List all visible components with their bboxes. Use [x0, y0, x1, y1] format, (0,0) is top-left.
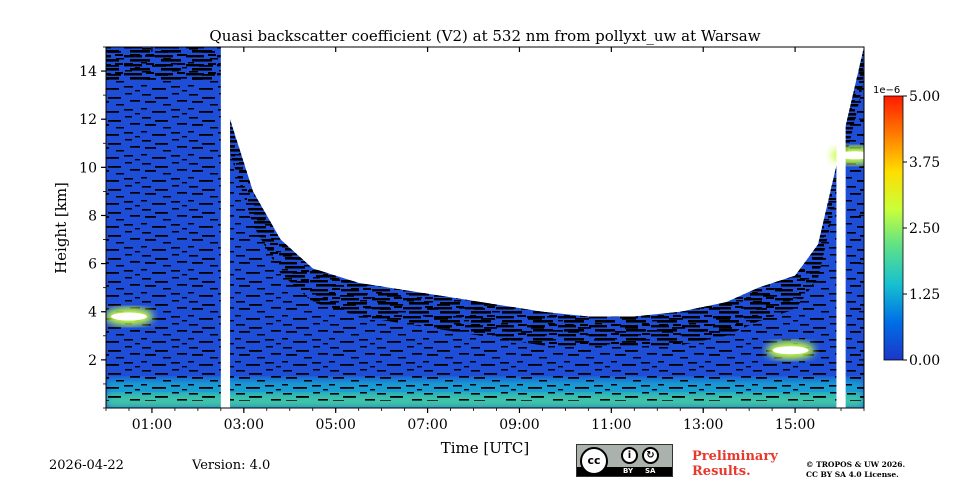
y-tick-label: 4 [88, 305, 97, 321]
x-tick-label: 09:00 [499, 417, 539, 433]
copyright-line-1: © TROPOS & UW 2026. [806, 460, 906, 469]
x-axis-label: Time [UTC] [441, 439, 530, 457]
by-attribution-icon: i [621, 447, 638, 464]
y-tick-label: 8 [88, 208, 97, 224]
x-tick-label: 07:00 [407, 417, 447, 433]
copyright-note: © TROPOS & UW 2026. CC BY SA 4.0 License… [806, 460, 905, 480]
x-tick-label: 01:00 [132, 417, 172, 433]
preliminary-results-note: Preliminary Results. [692, 449, 778, 479]
data-gap [836, 47, 846, 408]
x-tick-label: 05:00 [316, 417, 356, 433]
cc-license-badge[interactable]: cc i ↻ BY SA [576, 444, 673, 477]
cc-badge-strip [577, 467, 672, 476]
plot-frame [105, 46, 865, 409]
x-tick-label: 03:00 [224, 417, 264, 433]
y-tick-label: 6 [88, 257, 97, 273]
noise-region [106, 47, 864, 401]
share-alike-icon: ↻ [642, 447, 659, 464]
copyright-line-2: CC BY SA 4.0 License. [806, 470, 899, 479]
y-tick-label: 2 [88, 353, 97, 369]
cc-icon: cc [580, 447, 608, 475]
version-label: Version: 4.0 [192, 458, 271, 473]
y-tick-label: 14 [79, 64, 97, 80]
cc-sa-label: SA [645, 467, 656, 475]
colorbar: 1e−6 0.00 1.25 2.50 3.75 5.00 [873, 85, 940, 369]
y-tick-label: 10 [79, 160, 97, 176]
x-tick-label: 11:00 [591, 417, 631, 433]
colorbar-tick-label: 1.25 [909, 287, 940, 303]
x-tick-label: 13:00 [683, 417, 723, 433]
heatmap-plot-area [106, 47, 864, 408]
preliminary-line-2: Results. [692, 464, 751, 479]
feature-core [110, 312, 147, 321]
colorbar-tick-label: 2.50 [909, 221, 940, 237]
colorbar-tick-label: 0.00 [909, 353, 940, 369]
y-tick-label: 12 [79, 112, 97, 128]
feature-core [772, 346, 809, 355]
cc-by-label: BY [623, 467, 634, 475]
colorbar-scale-label: 1e−6 [873, 85, 900, 96]
chart-title: Quasi backscatter coefficient (V2) at 53… [209, 27, 760, 45]
data-gap [220, 47, 231, 408]
preliminary-line-1: Preliminary [692, 449, 778, 464]
y-axis-label: Height [km] [52, 182, 70, 274]
feature-low-cloud [766, 341, 815, 360]
colorbar-tick-label: 5.00 [909, 89, 940, 105]
date-label: 2026-04-22 [49, 458, 124, 473]
colorbar-tick-label: 3.75 [909, 155, 940, 171]
feature-aerosol-layer [106, 307, 153, 326]
colorbar-gradient [883, 95, 904, 361]
x-tick-label: 15:00 [775, 417, 815, 433]
